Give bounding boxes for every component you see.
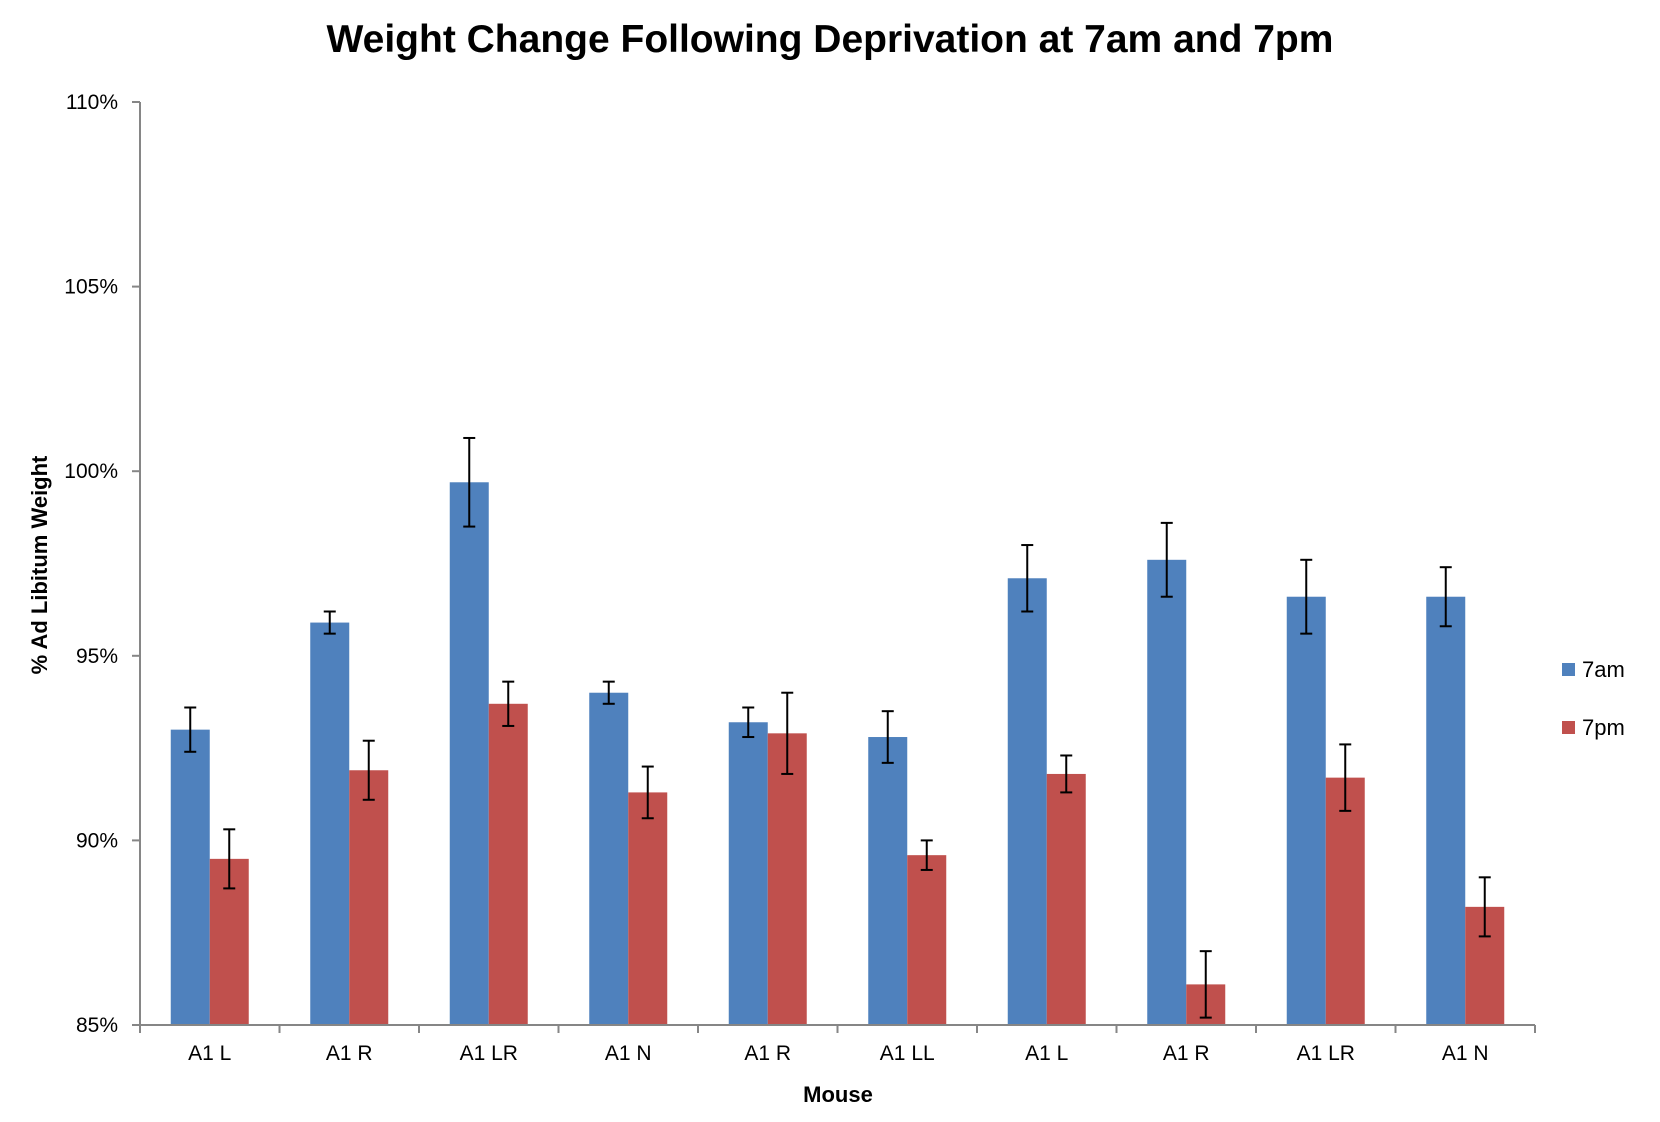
bar-7am-6 xyxy=(868,737,908,1025)
chart-title: Weight Change Following Deprivation at 7… xyxy=(326,18,1334,61)
x-tick-label: A1 N xyxy=(1442,1042,1489,1065)
y-tick-label: 95% xyxy=(76,645,118,668)
bar-7am-2 xyxy=(310,622,350,1025)
x-tick-label: A1 N xyxy=(605,1042,652,1065)
x-ticks-group: A1 L A1 R A1 LR A1 N A1 R A1 LL A1 L A1 R A1 LR A… xyxy=(139,1025,1536,1065)
legend-swatch-7am xyxy=(1562,663,1575,676)
bar-7am-1 xyxy=(170,729,210,1025)
legend: 7am 7pm xyxy=(1562,657,1625,740)
x-tick-label: A1 LL xyxy=(880,1042,935,1065)
legend-label-7pm: 7pm xyxy=(1582,715,1625,740)
y-tick-label: 100% xyxy=(64,460,118,483)
bar-7pm-7 xyxy=(1046,773,1086,1025)
bar-7pm-4 xyxy=(628,792,668,1025)
x-tick-label: A1 L xyxy=(188,1042,231,1065)
x-axis-title: Mouse xyxy=(803,1082,873,1107)
error-bars-group xyxy=(184,436,1491,1019)
y-ticks-group: 85% 90% 95% 100% 105% 110% xyxy=(64,91,140,1037)
bar-7am-7 xyxy=(1007,578,1047,1025)
bar-7am-10 xyxy=(1426,596,1466,1025)
x-tick-label: A1 R xyxy=(1163,1042,1210,1065)
bar-7pm-5 xyxy=(767,733,807,1025)
y-tick-label: 90% xyxy=(76,829,118,852)
bar-7pm-6 xyxy=(907,855,947,1025)
y-tick-label: 110% xyxy=(66,91,118,114)
x-tick-label: A1 R xyxy=(326,1042,373,1065)
x-tick-label: A1 LR xyxy=(1297,1042,1355,1065)
bar-7am-8 xyxy=(1147,559,1187,1025)
bars-group xyxy=(170,482,1505,1025)
x-tick-label: A1 R xyxy=(744,1042,791,1065)
bar-7pm-3 xyxy=(488,703,528,1025)
bar-7am-5 xyxy=(728,722,768,1025)
legend-swatch-7pm xyxy=(1562,721,1575,734)
y-tick-label: 105% xyxy=(64,276,118,299)
x-tick-label: A1 LR xyxy=(460,1042,518,1065)
x-tick-label: A1 L xyxy=(1025,1042,1068,1065)
legend-label-7am: 7am xyxy=(1582,657,1625,682)
bar-7am-4 xyxy=(589,692,629,1025)
y-axis-title: % Ad Libitum Weight xyxy=(27,455,52,674)
y-tick-label: 85% xyxy=(76,1014,118,1037)
bar-7pm-2 xyxy=(349,770,389,1025)
bar-7am-9 xyxy=(1286,596,1326,1025)
bar-7am-3 xyxy=(449,482,489,1025)
bar-7pm-9 xyxy=(1325,777,1365,1025)
